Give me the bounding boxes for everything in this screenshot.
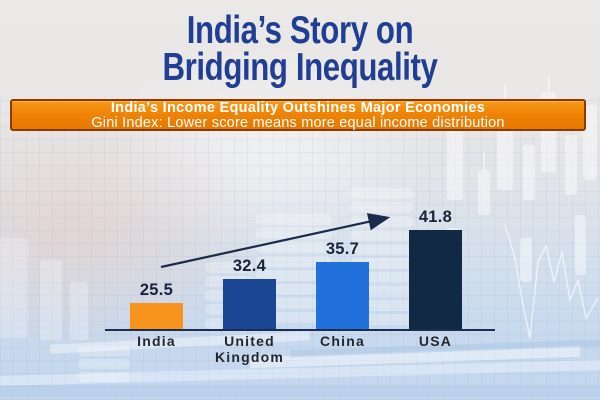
x-axis-line (105, 329, 495, 331)
title-line-1: India’s Story on (186, 9, 414, 52)
value-label-usa: 41.8 (418, 208, 453, 226)
value-label-india: 25.5 (139, 281, 174, 299)
bar-india (130, 303, 183, 329)
trend-arrow-line (160, 213, 391, 269)
bar-united-kingdom (223, 279, 276, 329)
page-title: India’s Story on Bridging Inequality (60, 9, 540, 89)
bar-usa (409, 230, 462, 329)
category-label-usa: USA (418, 333, 453, 349)
category-label-china: China (320, 333, 365, 349)
title-line-2: Bridging Inequality (162, 46, 438, 89)
value-label-united-kingdom: 32.4 (232, 257, 267, 275)
category-label-india: India (137, 333, 176, 349)
value-label-china: 35.7 (325, 240, 360, 258)
bar-china (316, 262, 369, 329)
category-label-united-kingdom: United Kingdom (214, 333, 285, 365)
banner-headline: India’s Income Equality Outshines Major … (110, 99, 486, 116)
subtitle-banner: India’s Income Equality Outshines Major … (10, 99, 586, 131)
banner-subline: Gini Index: Lower score means more equal… (91, 114, 505, 131)
